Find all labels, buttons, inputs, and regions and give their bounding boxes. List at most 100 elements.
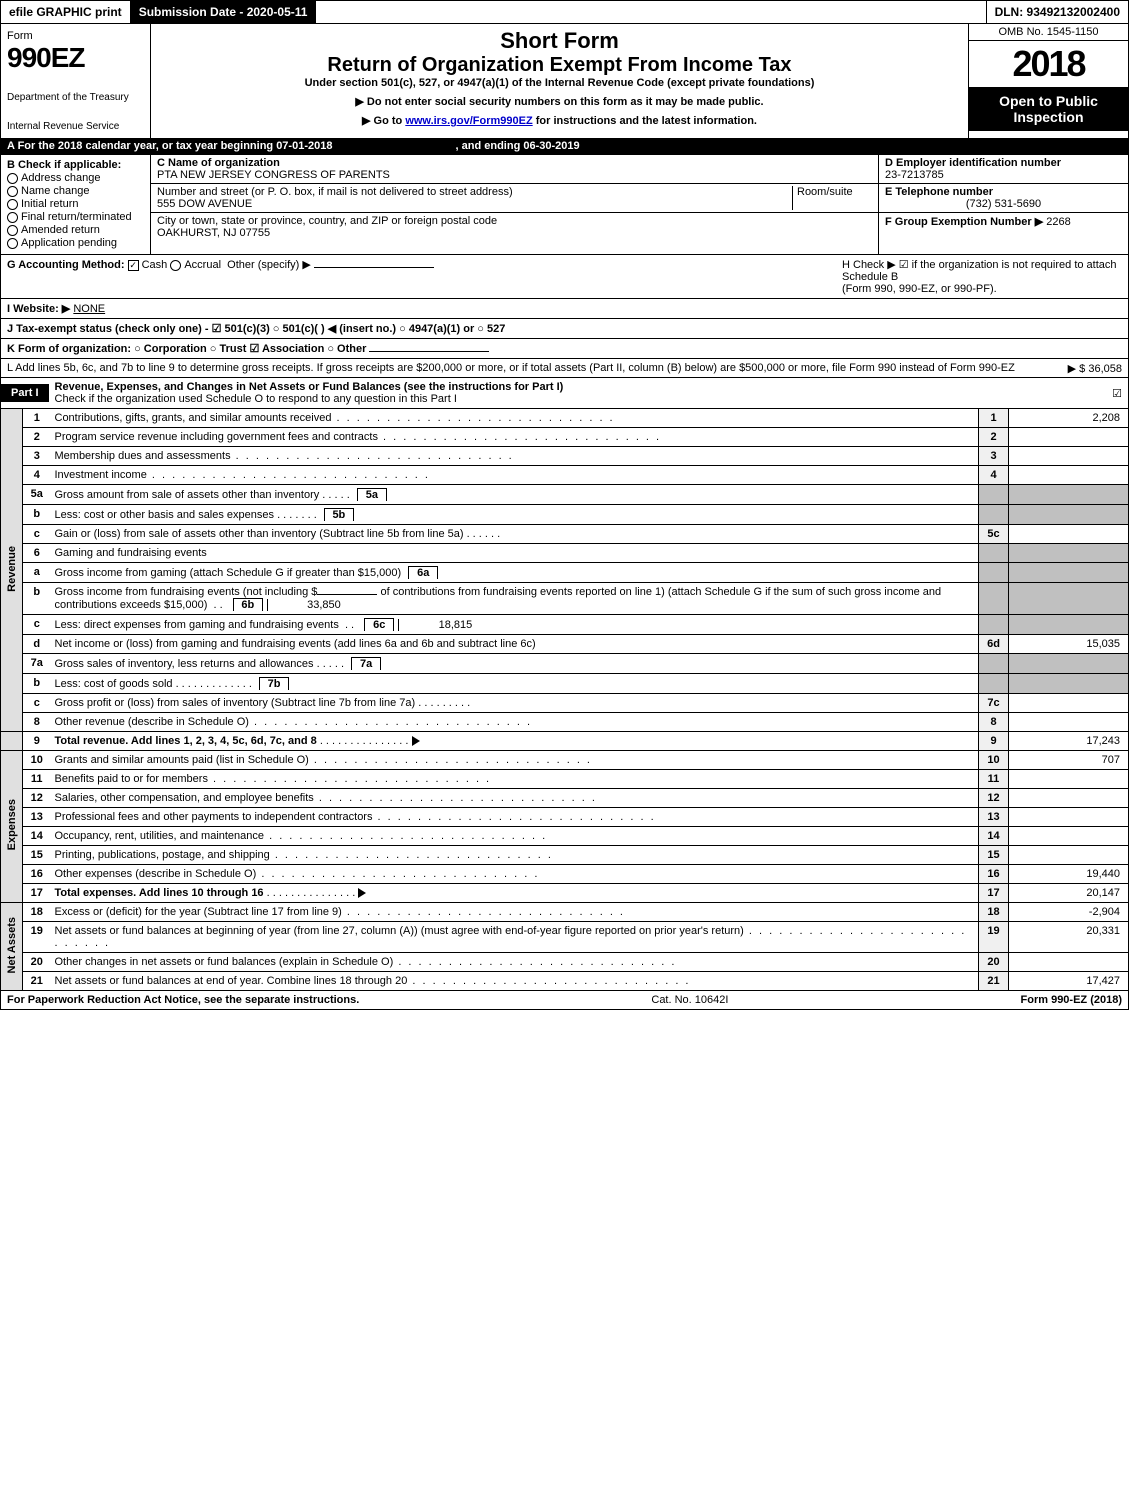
chk-name-change[interactable]: Name change <box>7 185 144 197</box>
header-left: Form 990EZ Department of the Treasury In… <box>1 24 151 138</box>
line-6a-desc: Gross income from gaming (attach Schedul… <box>51 563 979 583</box>
dept-treasury: Department of the Treasury <box>7 92 144 103</box>
other-label: Other (specify) ▶ <box>227 259 311 271</box>
accrual-label: Accrual <box>184 259 221 271</box>
netassets-section-label: Net Assets <box>1 903 23 991</box>
line-2-box: 2 <box>979 428 1009 447</box>
line-19-desc: Net assets or fund balances at beginning… <box>51 922 979 953</box>
line-6d-num: d <box>23 635 51 654</box>
line-14-amt <box>1009 827 1129 846</box>
chk-cash[interactable]: ✓ <box>128 260 139 271</box>
arrow-icon <box>412 736 420 746</box>
line-17-num: 17 <box>23 884 51 903</box>
line-7b-desc: Less: cost of goods sold . . . . . . . .… <box>51 674 979 694</box>
col-c-org: C Name of organization PTA NEW JERSEY CO… <box>151 155 878 254</box>
line-7c-num: c <box>23 694 51 713</box>
tel-label: E Telephone number <box>885 186 1122 198</box>
chk-initial-return[interactable]: Initial return <box>7 198 144 210</box>
line-4-num: 4 <box>23 466 51 485</box>
line-7b-amt-grey <box>1009 674 1129 694</box>
chk-accrual[interactable] <box>170 260 181 271</box>
col-b-title: B Check if applicable: <box>7 159 144 171</box>
chk-application-pending[interactable]: Application pending <box>7 237 144 249</box>
line-6c-box-grey <box>979 615 1009 635</box>
line-6b-num: b <box>23 583 51 615</box>
line-7c-desc: Gross profit or (loss) from sales of inv… <box>51 694 979 713</box>
line-5a-desc: Gross amount from sale of assets other t… <box>51 485 979 505</box>
addr-label: Number and street (or P. O. box, if mail… <box>157 186 513 198</box>
efile-print[interactable]: efile GRAPHIC print <box>1 1 131 23</box>
line-7a-box-grey <box>979 654 1009 674</box>
dln: DLN: 93492132002400 <box>986 1 1128 23</box>
chk-final-return[interactable]: Final return/terminated <box>7 211 144 223</box>
line-6c-num: c <box>23 615 51 635</box>
line-7b-num: b <box>23 674 51 694</box>
chk-amended-return[interactable]: Amended return <box>7 224 144 236</box>
line-21-box: 21 <box>979 972 1009 991</box>
line-5c-amt <box>1009 525 1129 544</box>
line-6d-amt: 15,035 <box>1009 635 1129 654</box>
line-14-num: 14 <box>23 827 51 846</box>
line-5c-num: c <box>23 525 51 544</box>
line-19-box: 19 <box>979 922 1009 953</box>
line-5b-num: b <box>23 505 51 525</box>
line-14-box: 14 <box>979 827 1009 846</box>
row-a-tax-year: A For the 2018 calendar year, or tax yea… <box>0 138 1129 155</box>
website-value: NONE <box>73 303 105 315</box>
line-17-box: 17 <box>979 884 1009 903</box>
line-6-num: 6 <box>23 544 51 563</box>
part-1-table: Revenue 1 Contributions, gifts, grants, … <box>0 409 1129 991</box>
footer-left: For Paperwork Reduction Act Notice, see … <box>7 994 359 1006</box>
line-4-desc: Investment income <box>51 466 979 485</box>
line-6d-box: 6d <box>979 635 1009 654</box>
line-11-box: 11 <box>979 770 1009 789</box>
part-1-tag: Part I <box>1 384 49 402</box>
h-text1: H Check ▶ ☑ if the organization is not r… <box>842 258 1122 283</box>
part-1-title: Revenue, Expenses, and Changes in Net As… <box>49 378 1107 408</box>
line-16-num: 16 <box>23 865 51 884</box>
header-right: OMB No. 1545-1150 2018 Open to Public In… <box>968 24 1128 138</box>
cash-label: Cash <box>142 259 168 271</box>
omb-number: OMB No. 1545-1150 <box>969 24 1128 41</box>
line-19-num: 19 <box>23 922 51 953</box>
city-label: City or town, state or province, country… <box>157 215 497 227</box>
line-16-amt: 19,440 <box>1009 865 1129 884</box>
line-14-desc: Occupancy, rent, utilities, and maintena… <box>51 827 979 846</box>
room-suite-label: Room/suite <box>792 186 872 210</box>
line-5c-box: 5c <box>979 525 1009 544</box>
line-21-desc: Net assets or fund balances at end of ye… <box>51 972 979 991</box>
line-18-amt: -2,904 <box>1009 903 1129 922</box>
addr-value: 555 DOW AVENUE <box>157 198 252 210</box>
line-1-desc: Contributions, gifts, grants, and simila… <box>51 409 979 428</box>
line-4-amt <box>1009 466 1129 485</box>
line-2-amt <box>1009 428 1129 447</box>
row-k-org-form: K Form of organization: ○ Corporation ○ … <box>0 339 1129 359</box>
line-10-desc: Grants and similar amounts paid (list in… <box>51 751 979 770</box>
l-amount: ▶ $ 36,058 <box>1068 362 1122 375</box>
line-15-desc: Printing, publications, postage, and shi… <box>51 846 979 865</box>
line-8-desc: Other revenue (describe in Schedule O) <box>51 713 979 732</box>
line-17-desc: Total expenses. Add lines 10 through 16 … <box>51 884 979 903</box>
expenses-section-label: Expenses <box>1 751 23 903</box>
revenue-section-label: Revenue <box>1 409 23 732</box>
line-1-box: 1 <box>979 409 1009 428</box>
line-3-num: 3 <box>23 447 51 466</box>
line-3-box: 3 <box>979 447 1009 466</box>
ssn-note: ▶ Do not enter social security numbers o… <box>157 95 962 108</box>
line-20-box: 20 <box>979 953 1009 972</box>
submission-date: Submission Date - 2020-05-11 <box>131 1 317 23</box>
col-b-checkboxes: B Check if applicable: Address change Na… <box>1 155 151 254</box>
line-6b-box-grey <box>979 583 1009 615</box>
line-2-num: 2 <box>23 428 51 447</box>
row-i-website: I Website: ▶ NONE <box>0 299 1129 319</box>
line-3-amt <box>1009 447 1129 466</box>
h-check: H Check ▶ ☑ if the organization is not r… <box>842 258 1122 295</box>
line-6c-amt-grey <box>1009 615 1129 635</box>
part-1-checkbox[interactable]: ☑ <box>1106 384 1128 403</box>
line-17-amt: 20,147 <box>1009 884 1129 903</box>
line-4-box: 4 <box>979 466 1009 485</box>
chk-address-change[interactable]: Address change <box>7 172 144 184</box>
line-12-desc: Salaries, other compensation, and employ… <box>51 789 979 808</box>
irs-link[interactable]: www.irs.gov/Form990EZ <box>405 115 532 127</box>
line-8-num: 8 <box>23 713 51 732</box>
